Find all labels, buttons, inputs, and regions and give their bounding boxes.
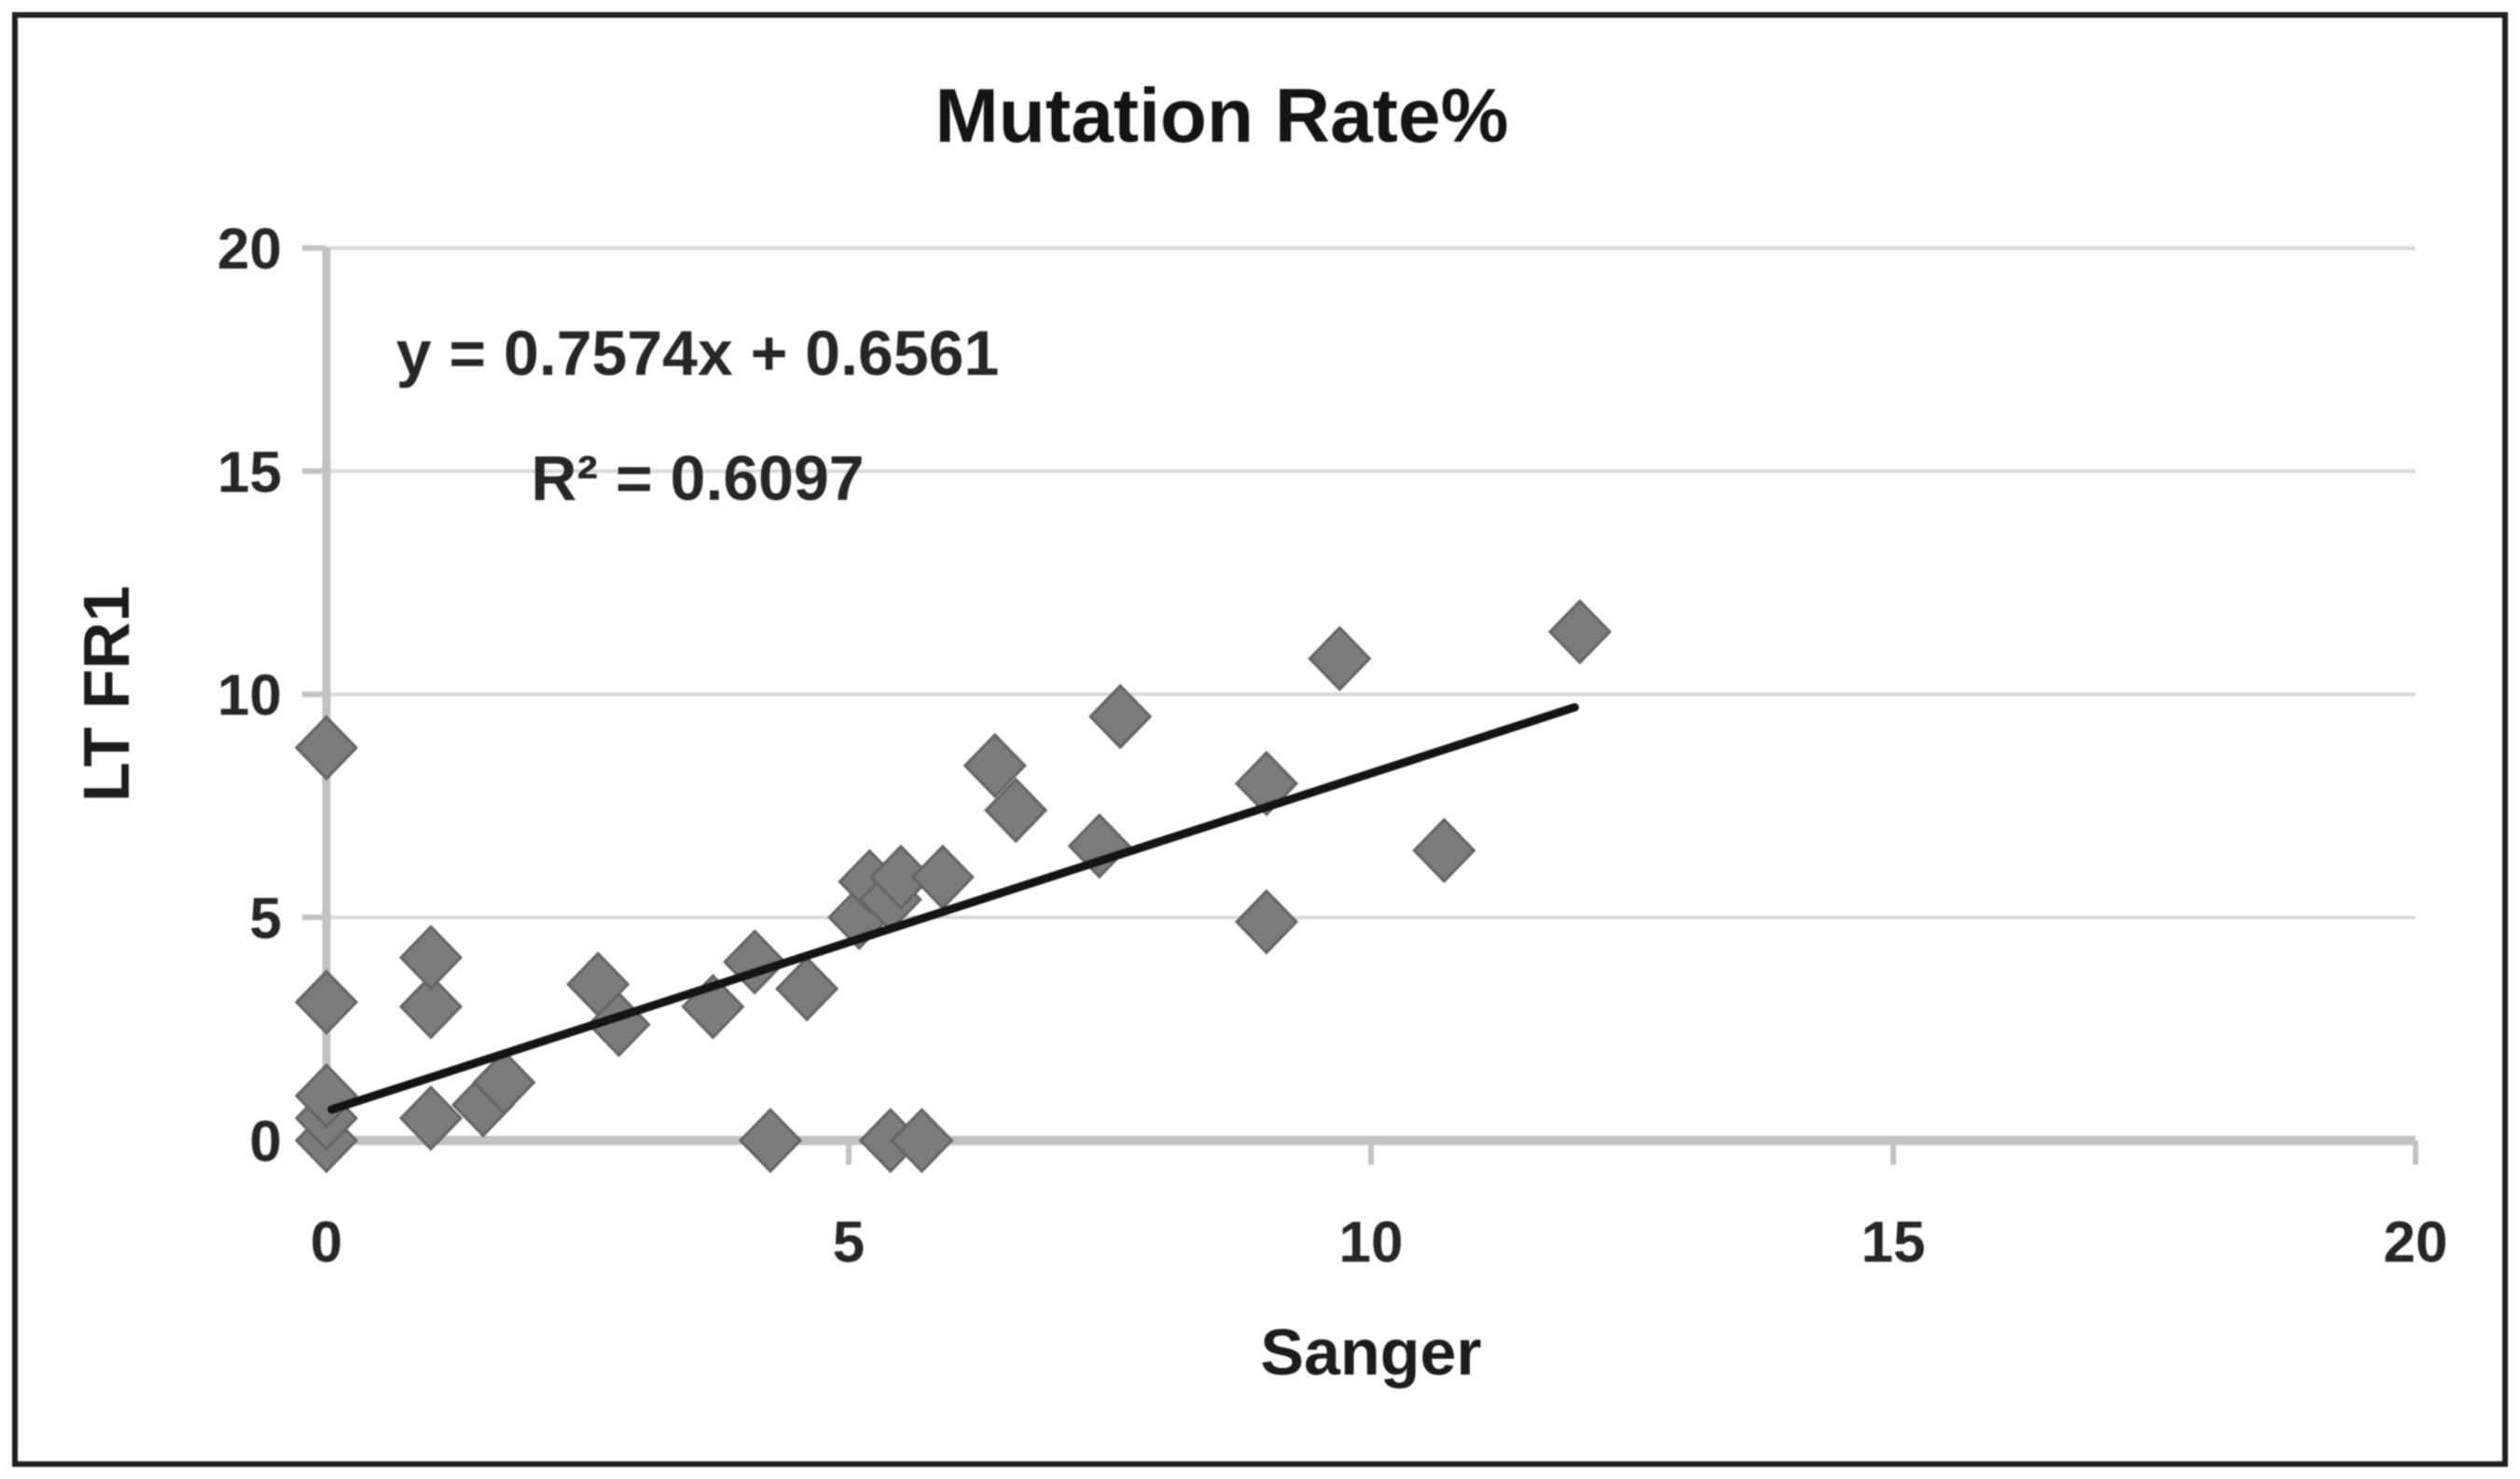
- data-point: [1547, 599, 1613, 665]
- x-tick-label-15: 15: [1862, 1210, 1926, 1275]
- trendline: [327, 703, 1579, 1114]
- y-tick-label-10: 10: [217, 664, 282, 728]
- data-point: [868, 844, 934, 910]
- data-point: [472, 1049, 536, 1115]
- data-point: [1234, 889, 1299, 955]
- data-point: [738, 1107, 803, 1174]
- data-point: [294, 969, 359, 1035]
- chart-title: Mutation Rate%: [935, 74, 1509, 159]
- y-tick-label-0: 0: [250, 1110, 282, 1174]
- figure-border: [12, 12, 2508, 1467]
- y-tick-label-15: 15: [217, 440, 282, 505]
- y-axis-tick-labels: 0 5 10 15 20: [217, 217, 282, 1174]
- data-point: [398, 974, 464, 1040]
- x-tick-label-0: 0: [311, 1210, 342, 1275]
- x-tick-label-10: 10: [1339, 1210, 1404, 1275]
- data-point: [1067, 813, 1131, 879]
- data-point: [984, 777, 1048, 844]
- x-axis-tick-labels: 0 5 10 15 20: [311, 1210, 2448, 1275]
- data-point: [1308, 626, 1372, 692]
- x-axis-title: Sanger: [1260, 1316, 1481, 1389]
- data-point: [962, 732, 1027, 799]
- data-point: [398, 924, 464, 990]
- data-point: [1088, 684, 1153, 750]
- data-point: [294, 714, 359, 781]
- trendline-equation-label: y = 0.7574x + 0.6561: [396, 318, 1000, 389]
- data-point: [1412, 817, 1476, 884]
- trendline-segment: [327, 703, 1579, 1114]
- data-point: [294, 1062, 359, 1129]
- data-point: [398, 1085, 464, 1152]
- gridlines: [326, 246, 2416, 919]
- x-tick-label-5: 5: [833, 1210, 865, 1275]
- x-tick-label-20: 20: [2384, 1210, 2448, 1275]
- y-tick-label-20: 20: [217, 217, 282, 282]
- y-axis-title: LT FR1: [70, 586, 143, 802]
- data-point: [890, 1107, 954, 1174]
- y-tick-label-5: 5: [250, 887, 282, 951]
- data-point: [775, 956, 839, 1022]
- r-squared-label: R² = 0.6097: [531, 443, 864, 514]
